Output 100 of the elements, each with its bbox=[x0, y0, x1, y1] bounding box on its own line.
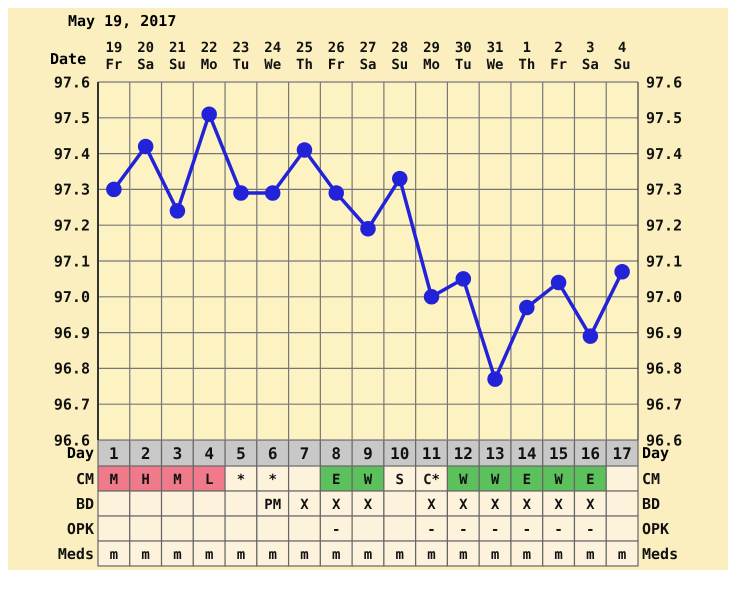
point bbox=[106, 182, 122, 198]
text: X bbox=[300, 497, 309, 513]
text: m bbox=[490, 547, 500, 563]
text: L bbox=[204, 472, 214, 488]
x2-tick-label: 8 bbox=[331, 444, 342, 463]
x-tick-label: 1 Th bbox=[518, 40, 536, 73]
text: - bbox=[522, 522, 532, 538]
text: m bbox=[300, 547, 309, 563]
x2-tick-label: 13 bbox=[485, 444, 505, 463]
category-label: BD bbox=[642, 495, 660, 513]
point bbox=[201, 106, 217, 122]
text: W bbox=[459, 472, 468, 488]
category-label: OPK bbox=[66, 520, 94, 538]
point bbox=[614, 264, 630, 280]
x2-tick-label: 2 bbox=[140, 444, 150, 463]
text: X bbox=[554, 497, 563, 513]
text: m bbox=[586, 547, 595, 563]
x-tick-label: 21 Su bbox=[168, 40, 186, 73]
x2-tick-label: 9 bbox=[363, 444, 373, 463]
text: * bbox=[268, 472, 277, 488]
x2-tick-label: 7 bbox=[300, 444, 310, 463]
text: E bbox=[586, 472, 595, 488]
text: - bbox=[586, 522, 595, 538]
x-tick-label: 4 Su bbox=[614, 40, 631, 73]
text: m bbox=[332, 547, 340, 563]
point bbox=[233, 185, 249, 201]
point bbox=[519, 300, 535, 316]
point bbox=[456, 271, 472, 287]
x-tick-label: 23 Tu bbox=[232, 40, 250, 73]
category-label: OPK bbox=[642, 520, 670, 538]
text: - bbox=[459, 522, 468, 538]
text: PM bbox=[264, 497, 282, 513]
text: m bbox=[427, 547, 436, 563]
x-tick-label: 30 Tu bbox=[454, 40, 472, 73]
category-label: BD bbox=[76, 495, 94, 513]
x-tick-label: 19 Fr bbox=[105, 40, 122, 73]
text: M bbox=[110, 472, 118, 488]
y2-tick-label: 97.5 bbox=[646, 109, 682, 128]
y-tick-label: 97.4 bbox=[54, 144, 90, 163]
x-axis-title: Date bbox=[50, 50, 86, 68]
y-tick-label: 97.2 bbox=[54, 216, 90, 235]
y2-tick-label: 96.9 bbox=[646, 324, 682, 342]
y-tick-label: 97.6 bbox=[54, 73, 90, 92]
text: W bbox=[490, 472, 500, 488]
text: X bbox=[427, 497, 436, 513]
point bbox=[392, 170, 408, 186]
x-tick-label: 25 Th bbox=[296, 40, 313, 73]
text: m bbox=[268, 547, 277, 563]
category-label: Meds bbox=[642, 545, 678, 563]
text: - bbox=[332, 522, 340, 538]
text: X bbox=[586, 497, 595, 513]
point bbox=[487, 371, 503, 387]
y2-tick-label: 96.7 bbox=[646, 396, 682, 414]
y-tick-label: 97.5 bbox=[54, 109, 90, 128]
y-tick-label: 97.0 bbox=[54, 288, 90, 306]
text: X bbox=[459, 497, 468, 513]
y2-tick-label: 97.3 bbox=[646, 180, 682, 199]
text: S bbox=[396, 472, 404, 488]
y-tick-label: 97.1 bbox=[54, 252, 90, 270]
text: m bbox=[110, 547, 118, 563]
x-tick-label: 24 We bbox=[264, 40, 282, 73]
x-tick-label: 26 Fr bbox=[328, 40, 345, 73]
text: X bbox=[364, 497, 372, 513]
text: X bbox=[332, 497, 340, 513]
x2-tick-label: 5 bbox=[236, 444, 246, 463]
y-tick-label: 96.8 bbox=[54, 360, 90, 378]
x2-tick-label: 12 bbox=[454, 444, 473, 463]
y-tick-label: 97.3 bbox=[54, 180, 90, 199]
text: - bbox=[490, 522, 500, 538]
point bbox=[296, 142, 312, 158]
point bbox=[360, 221, 376, 237]
x2-tick-label: 4 bbox=[204, 444, 214, 463]
text: X bbox=[522, 497, 532, 513]
text: M bbox=[173, 472, 182, 488]
text: m bbox=[141, 547, 150, 563]
text: W bbox=[364, 472, 372, 488]
y2-tick-label: 97.4 bbox=[646, 144, 682, 163]
point bbox=[582, 328, 598, 344]
x2-tick-label: 15 bbox=[548, 444, 568, 463]
x2-tick-label: 16 bbox=[580, 444, 600, 463]
text: - bbox=[554, 522, 563, 538]
text: m bbox=[173, 547, 182, 563]
y2-tick-label: 96.8 bbox=[646, 360, 682, 378]
x2-tick-label: 10 bbox=[390, 444, 410, 463]
text: m bbox=[459, 547, 468, 563]
x-tick-label: 29 Mo bbox=[423, 40, 440, 73]
chart-title: May 19, 2017 bbox=[67, 12, 178, 30]
point bbox=[264, 185, 280, 201]
y-tick-label: 96.9 bbox=[54, 324, 90, 342]
x-tick-label: 31 We bbox=[486, 40, 504, 73]
text: E bbox=[522, 472, 532, 488]
x2-tick-label: 11 bbox=[422, 444, 442, 463]
y2-tick-label: 97.0 bbox=[646, 288, 682, 306]
text: * bbox=[236, 472, 246, 488]
text: m bbox=[554, 547, 563, 563]
text: X bbox=[490, 497, 500, 513]
point bbox=[328, 185, 344, 201]
text: - bbox=[427, 522, 436, 538]
x-tick-label: 28 Su bbox=[391, 40, 408, 73]
text: W bbox=[554, 472, 563, 488]
